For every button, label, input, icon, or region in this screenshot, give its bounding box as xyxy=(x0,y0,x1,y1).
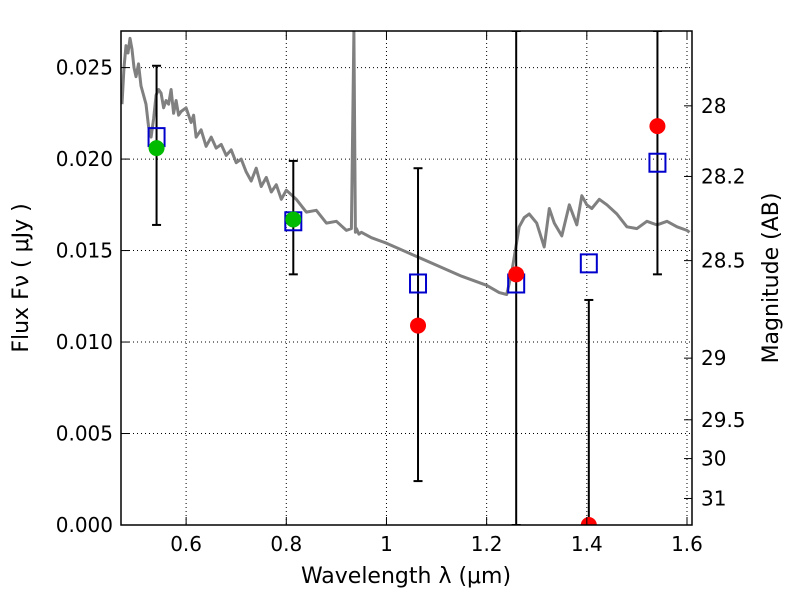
faint-point xyxy=(649,118,666,135)
faint-point xyxy=(508,266,525,283)
y-axis-right-label: Magnitude (AB) xyxy=(759,193,784,364)
plot-frame xyxy=(120,30,693,526)
plot-area xyxy=(121,31,691,525)
x-axis-label: Wavelength λ (μm) xyxy=(301,564,511,589)
y-tick-label: 0.015 xyxy=(56,239,113,263)
mag-tick-label: 28.5 xyxy=(701,249,746,273)
y-tick-label: 0.000 xyxy=(56,513,113,537)
y-tick-label: 0.025 xyxy=(56,56,113,80)
model-point xyxy=(409,273,428,294)
model-point xyxy=(648,152,667,173)
mag-tick-label: 29.5 xyxy=(701,408,746,432)
mag-tick-label: 28 xyxy=(701,94,726,118)
x-tick-label: 1.2 xyxy=(471,532,503,556)
mag-tick-label: 28.2 xyxy=(701,164,746,188)
faint-point xyxy=(580,517,597,525)
x-tick-label: 1.4 xyxy=(571,532,603,556)
mag-tick-label: 31 xyxy=(701,486,726,510)
x-tick-label: 0.6 xyxy=(170,532,202,556)
y-tick-label: 0.005 xyxy=(56,422,113,446)
mag-tick-label: 29 xyxy=(701,346,726,370)
x-tick-label: 1 xyxy=(380,532,393,556)
y-tick-label: 0.020 xyxy=(56,147,113,171)
axes-ticks: 0.6 0.8 1 1.2 1.4 1.6 0.000 0.005 0.010 0.015 0.02… xyxy=(56,31,746,556)
model-point xyxy=(579,253,598,274)
x-tick-label: 0.8 xyxy=(270,532,302,556)
faint-point xyxy=(410,317,427,334)
detected-point xyxy=(285,211,302,228)
y-axis-label: Flux Fν ( μJy ) xyxy=(9,203,34,352)
y-tick-label: 0.010 xyxy=(56,330,113,354)
x-tick-label: 1.6 xyxy=(671,532,703,556)
mag-tick-label: 30 xyxy=(701,447,726,471)
detected-point xyxy=(148,140,165,157)
